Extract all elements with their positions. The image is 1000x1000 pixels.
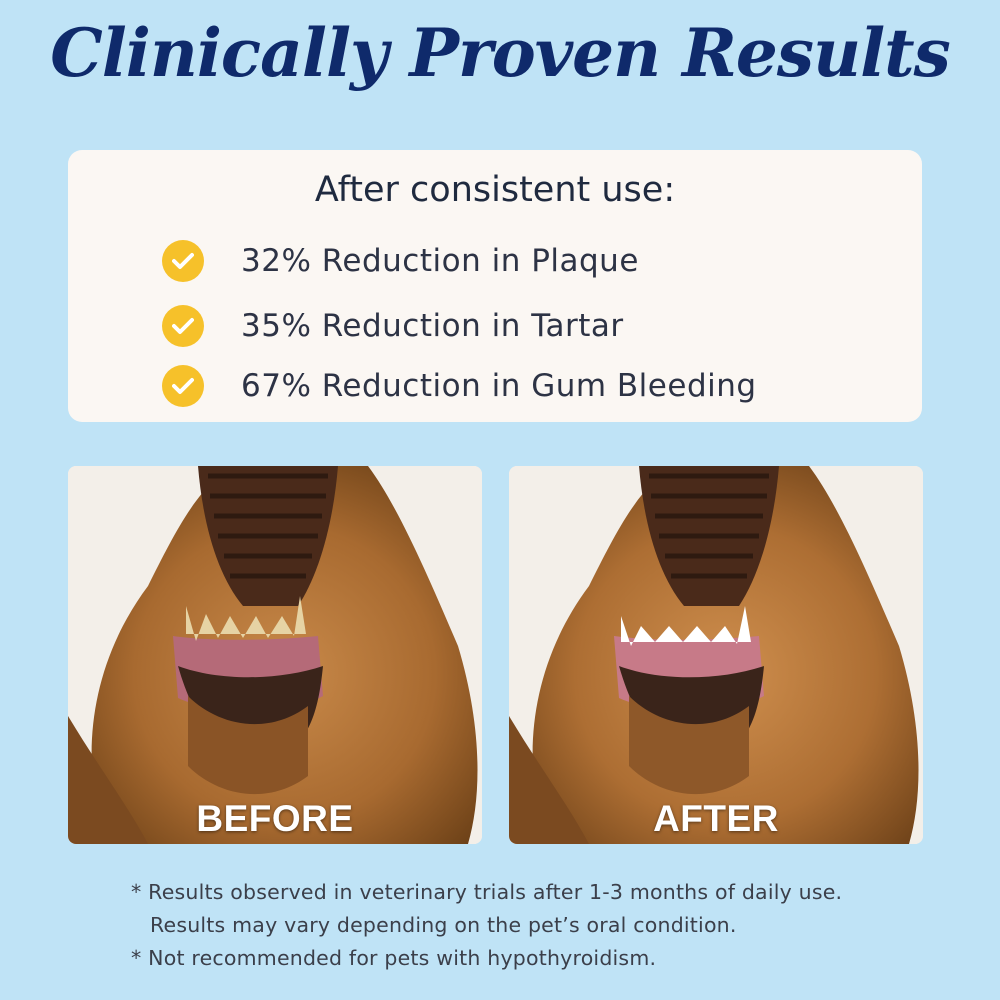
benefit-item-gum-bleeding: 67% Reduction in Gum Bleeding — [162, 363, 757, 409]
after-photo: AFTER — [509, 466, 923, 844]
dog-mouth-after-image — [509, 466, 923, 844]
dog-mouth-before-image — [68, 466, 482, 844]
benefit-item-plaque: 32% Reduction in Plaque — [162, 238, 639, 284]
check-icon — [162, 365, 204, 407]
footnote-line-2: Results may vary depending on the pet’s … — [150, 913, 737, 937]
page-title: Clinically Proven Results — [50, 14, 951, 92]
check-icon — [162, 240, 204, 282]
card-heading: After consistent use: — [314, 170, 676, 210]
benefit-text: 32% Reduction in Plaque — [241, 243, 639, 279]
before-label: BEFORE — [196, 798, 354, 839]
footnote-line-3: * Not recommended for pets with hypothyr… — [131, 946, 657, 970]
benefit-text: 35% Reduction in Tartar — [241, 308, 624, 344]
benefit-item-tartar: 35% Reduction in Tartar — [162, 303, 624, 349]
before-photo: BEFORE — [68, 466, 482, 844]
results-card: After consistent use: 32% Reduction in P… — [68, 150, 922, 422]
benefit-text: 67% Reduction in Gum Bleeding — [241, 368, 757, 404]
footnote-line-1: * Results observed in veterinary trials … — [131, 880, 843, 904]
check-icon — [162, 305, 204, 347]
after-label: AFTER — [653, 798, 779, 839]
